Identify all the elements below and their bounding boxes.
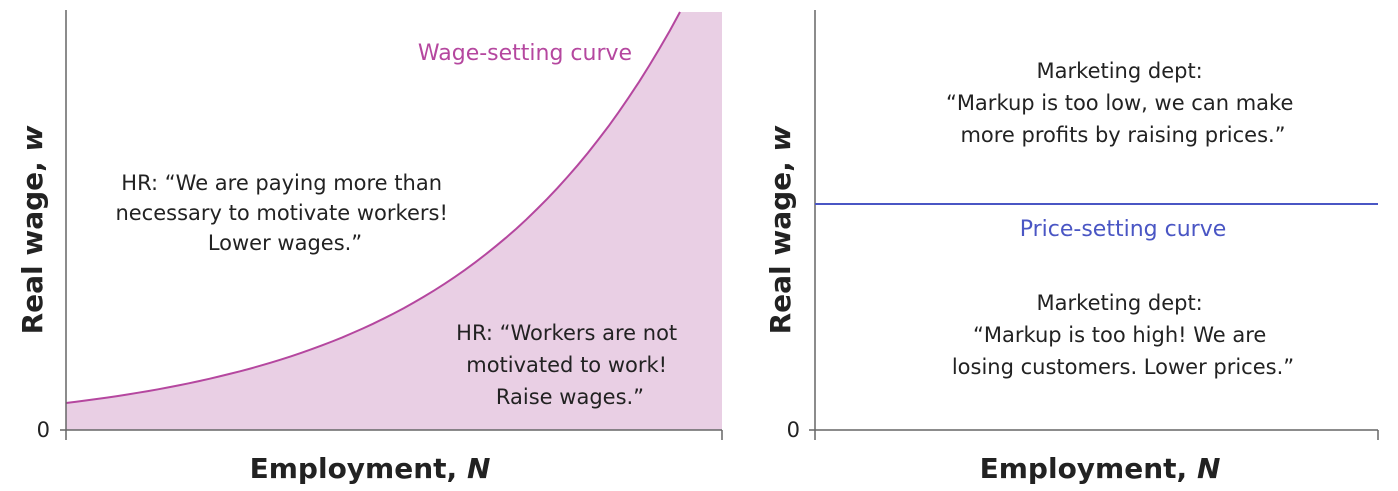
left-panel: 0 Wage-setting curve HR: “We are paying … (16, 10, 723, 485)
right-panel: 0 Price-setting curve Marketing dept: “M… (764, 10, 1379, 485)
annotation-line: more profits by raising prices.” (960, 123, 1285, 147)
annotation-line: HR: “Workers are not (456, 321, 677, 345)
annotation: HR: “Workers are not motivated to work! … (456, 321, 684, 409)
annotation-line: losing customers. Lower prices.” (952, 355, 1294, 379)
y-axis-label-text: Real wage, (16, 151, 49, 334)
y-axis-variable: w (16, 125, 49, 151)
x-axis-label-text: Employment, (250, 452, 467, 485)
annotation-line: Raise wages.” (496, 385, 644, 409)
y-axis-variable: w (764, 125, 797, 151)
annotation: HR: “We are paying more than necessary t… (115, 171, 454, 255)
x-axis-label: Employment, N (980, 452, 1221, 485)
annotation-line: Marketing dept: (1037, 59, 1203, 83)
wage-setting-curve (65, 11, 681, 404)
x-axis-variable: N (1197, 452, 1220, 485)
y-axis-label: Real wage, w (764, 125, 797, 334)
annotation: Marketing dept: “Markup is too low, we c… (946, 59, 1300, 147)
annotation-line: “Markup is too low, we can make (946, 91, 1293, 115)
curve-label: Price-setting curve (1020, 217, 1227, 242)
annotation-line: “Markup is too high! We are (973, 323, 1266, 347)
annotation-line: necessary to motivate workers! (115, 201, 447, 225)
annotation: Marketing dept: “Markup is too high! We … (952, 291, 1294, 379)
y-axis-label-text: Real wage, (764, 151, 797, 334)
origin-label: 0 (787, 418, 800, 442)
origin-label: 0 (37, 418, 50, 442)
annotation-line: Lower wages.” (208, 231, 362, 255)
y-axis-label: Real wage, w (16, 125, 49, 334)
annotation-line: Marketing dept: (1037, 291, 1203, 315)
x-axis-label: Employment, N (250, 452, 491, 485)
shaded-area (66, 12, 722, 430)
annotation-line: HR: “We are paying more than (121, 171, 442, 195)
x-axis-variable: N (467, 452, 490, 485)
x-axis-label-text: Employment, (980, 452, 1197, 485)
curve-label: Wage-setting curve (418, 41, 632, 66)
annotation-line: motivated to work! (466, 353, 667, 377)
